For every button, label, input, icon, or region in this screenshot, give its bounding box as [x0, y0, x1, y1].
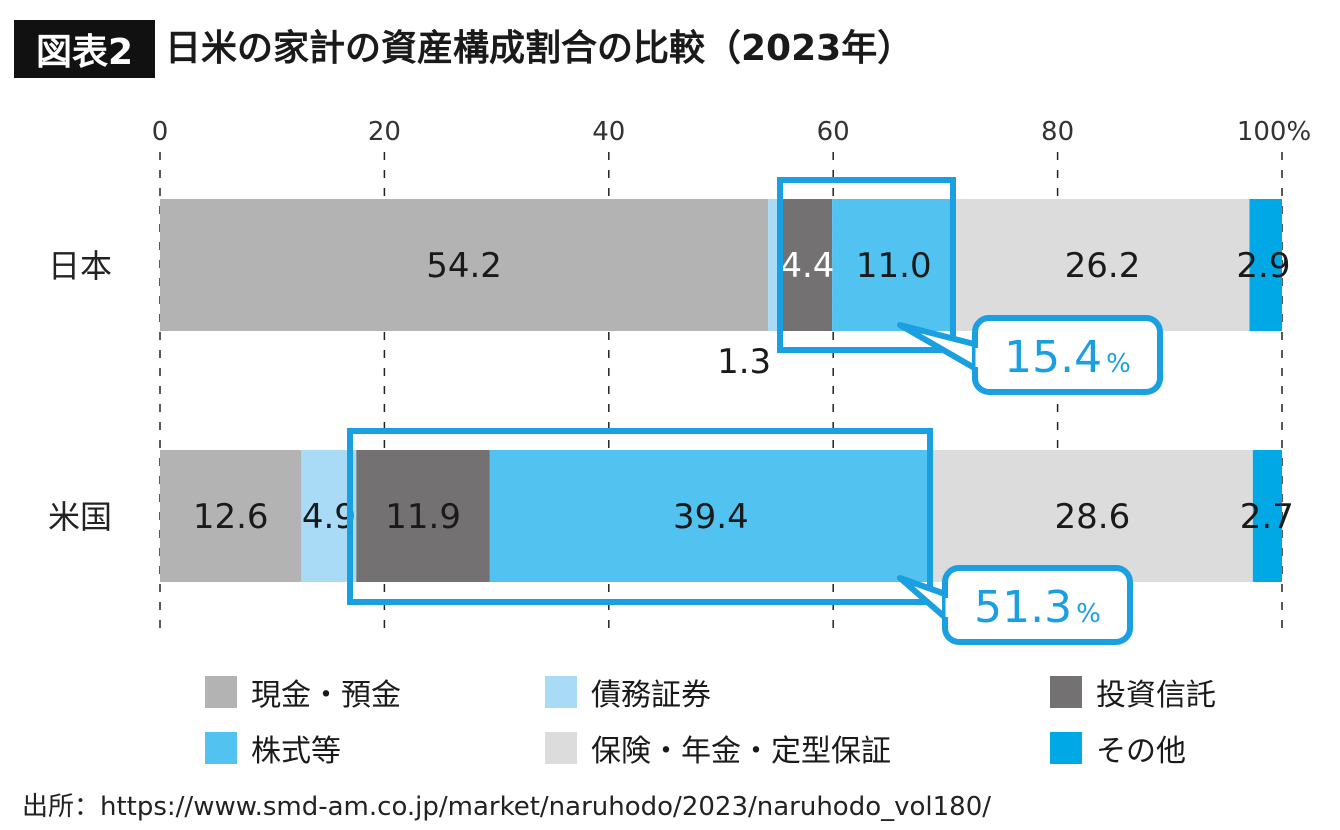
data-label: 26.2	[1065, 246, 1141, 286]
bar-segment	[160, 199, 769, 331]
legend-item: 株式等	[205, 726, 341, 770]
callout-box	[942, 565, 1133, 645]
callout-number: 51.3	[974, 582, 1072, 633]
legend-item: 保険・年金・定型保証	[545, 726, 891, 770]
bar-segment	[931, 450, 1253, 582]
callout-unit: %	[1076, 599, 1101, 629]
callout-value: 15.4%	[1004, 332, 1131, 383]
legend-swatch	[205, 732, 237, 764]
data-label: 54.2	[426, 246, 502, 286]
legend-label: 債務証券	[591, 678, 711, 713]
bar-segment	[489, 450, 932, 582]
highlight-frame	[777, 177, 956, 353]
legend-label: その他	[1096, 734, 1186, 769]
x-tick-label: 20	[368, 117, 401, 147]
bar-segment	[356, 450, 490, 582]
legend-item: その他	[1050, 726, 1186, 770]
legend-swatch	[545, 732, 577, 764]
legend-swatch	[545, 676, 577, 708]
data-label: 1.3	[717, 342, 771, 382]
data-label: 39.4	[673, 497, 749, 537]
callout-number: 15.4	[1004, 332, 1102, 383]
data-label: 2.7	[1240, 497, 1294, 537]
x-tick-label: 0	[152, 117, 169, 147]
bar-segment	[782, 199, 833, 331]
bar-segment	[1252, 450, 1282, 582]
legend-label: 現金・預金	[251, 678, 401, 713]
highlight-frame	[347, 428, 933, 605]
figure-tag: 図表2	[14, 20, 155, 78]
legend-label: 保険・年金・定型保証	[591, 734, 891, 769]
bar-segment	[160, 450, 302, 582]
data-label: 2.9	[1236, 246, 1290, 286]
legend-label: 投資信託	[1096, 678, 1216, 713]
callout-value: 51.3%	[974, 582, 1101, 633]
data-label: 11.9	[385, 497, 461, 537]
chart-title: 日米の家計の資産構成割合の比較（2023年）	[165, 28, 914, 69]
bar-segment	[1249, 199, 1282, 331]
legend-swatch	[205, 676, 237, 708]
x-tick-label: 60	[817, 117, 850, 147]
legend-swatch	[1050, 732, 1082, 764]
legend-item: 債務証券	[545, 670, 711, 714]
data-label: 28.6	[1055, 497, 1131, 537]
callout-unit: %	[1106, 349, 1131, 379]
data-label: 4.9	[302, 497, 356, 537]
x-tick-label: 40	[592, 117, 625, 147]
category-label: 米国	[48, 498, 112, 536]
legend-item: 現金・預金	[205, 670, 401, 714]
bar-segment	[955, 199, 1250, 331]
source-note: 出所：https://www.smd-am.co.jp/market/naruh…	[22, 792, 992, 822]
bar-segment	[832, 199, 956, 331]
legend-item: 投資信託	[1050, 670, 1216, 714]
data-label: 12.6	[193, 497, 269, 537]
x-tick-label: 100%	[1237, 117, 1311, 147]
callout-box	[972, 315, 1163, 395]
legend-label: 株式等	[251, 734, 341, 769]
x-tick-label: 80	[1041, 117, 1074, 147]
category-label: 日本	[48, 247, 112, 285]
data-label: 4.4	[780, 246, 834, 286]
legend-swatch	[1050, 676, 1082, 708]
data-label: 11.0	[856, 246, 932, 286]
